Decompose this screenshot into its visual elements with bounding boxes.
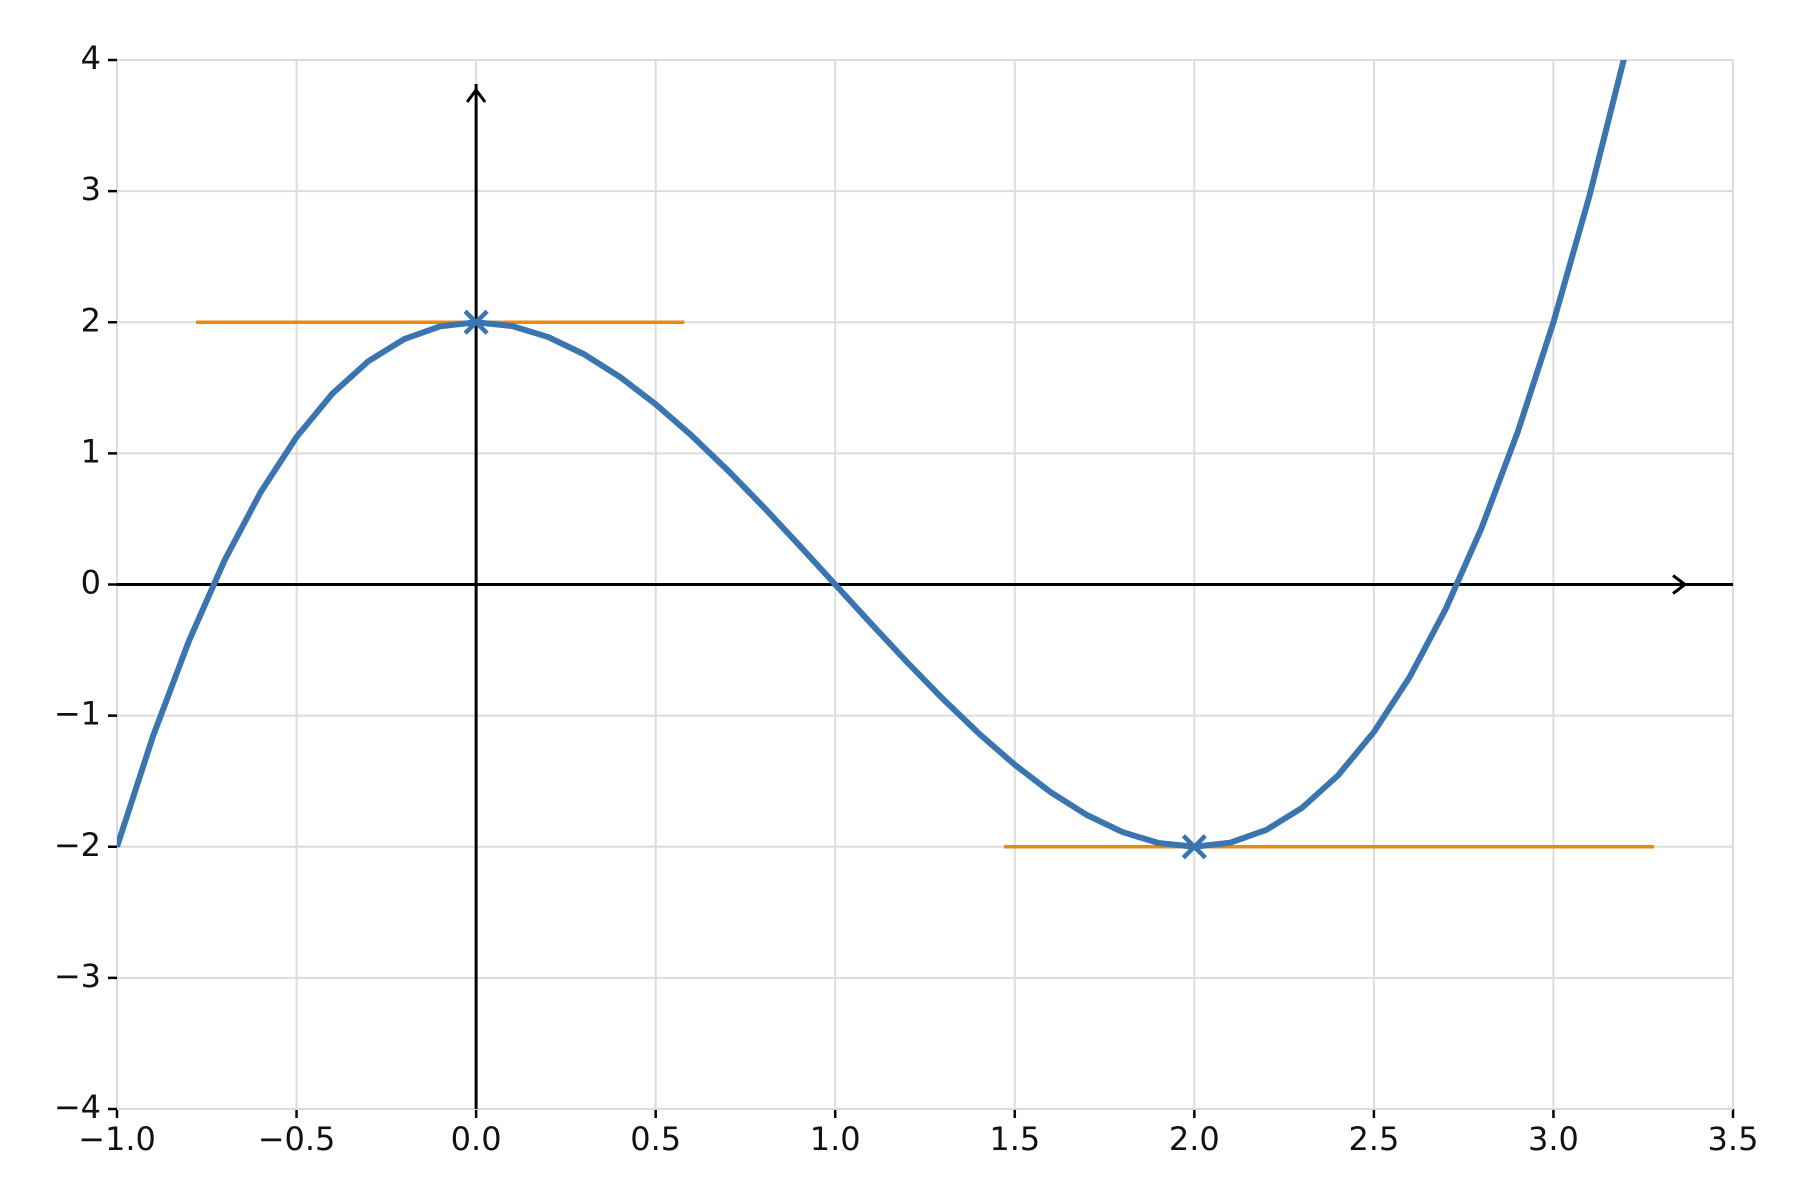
x-tick-label: 1.0 [810,1120,861,1158]
y-tick-label: 0 [81,564,101,602]
y-tick-label: 3 [81,170,101,208]
line [117,60,1627,850]
marker [463,309,489,335]
x-tick-label: 0.0 [451,1120,502,1158]
x-tick-label: 1.5 [989,1120,1040,1158]
marker [1181,834,1207,860]
x-tick-label: 2.5 [1348,1120,1399,1158]
x-tick-label: 3.0 [1528,1120,1579,1158]
x-tick-label: 3.5 [1708,1120,1759,1158]
x-tick-label: −0.5 [258,1120,336,1158]
y-tick-label: −3 [54,957,101,995]
x-tick-label: 0.5 [630,1120,681,1158]
y-tick-label: 1 [81,432,101,470]
y-tick-label: −2 [54,826,101,864]
x-tick-label: −1.0 [78,1120,156,1158]
y-tick-label: 2 [81,301,101,339]
plot-area [117,60,1654,850]
x-tick-label: 2.0 [1169,1120,1220,1158]
y-tick-label: −4 [54,1088,101,1126]
y-tick-label: 4 [81,39,101,77]
x-axis-arrow [1672,574,1688,595]
y-tick-label: −1 [54,695,101,733]
y-axis-arrow [465,87,487,103]
